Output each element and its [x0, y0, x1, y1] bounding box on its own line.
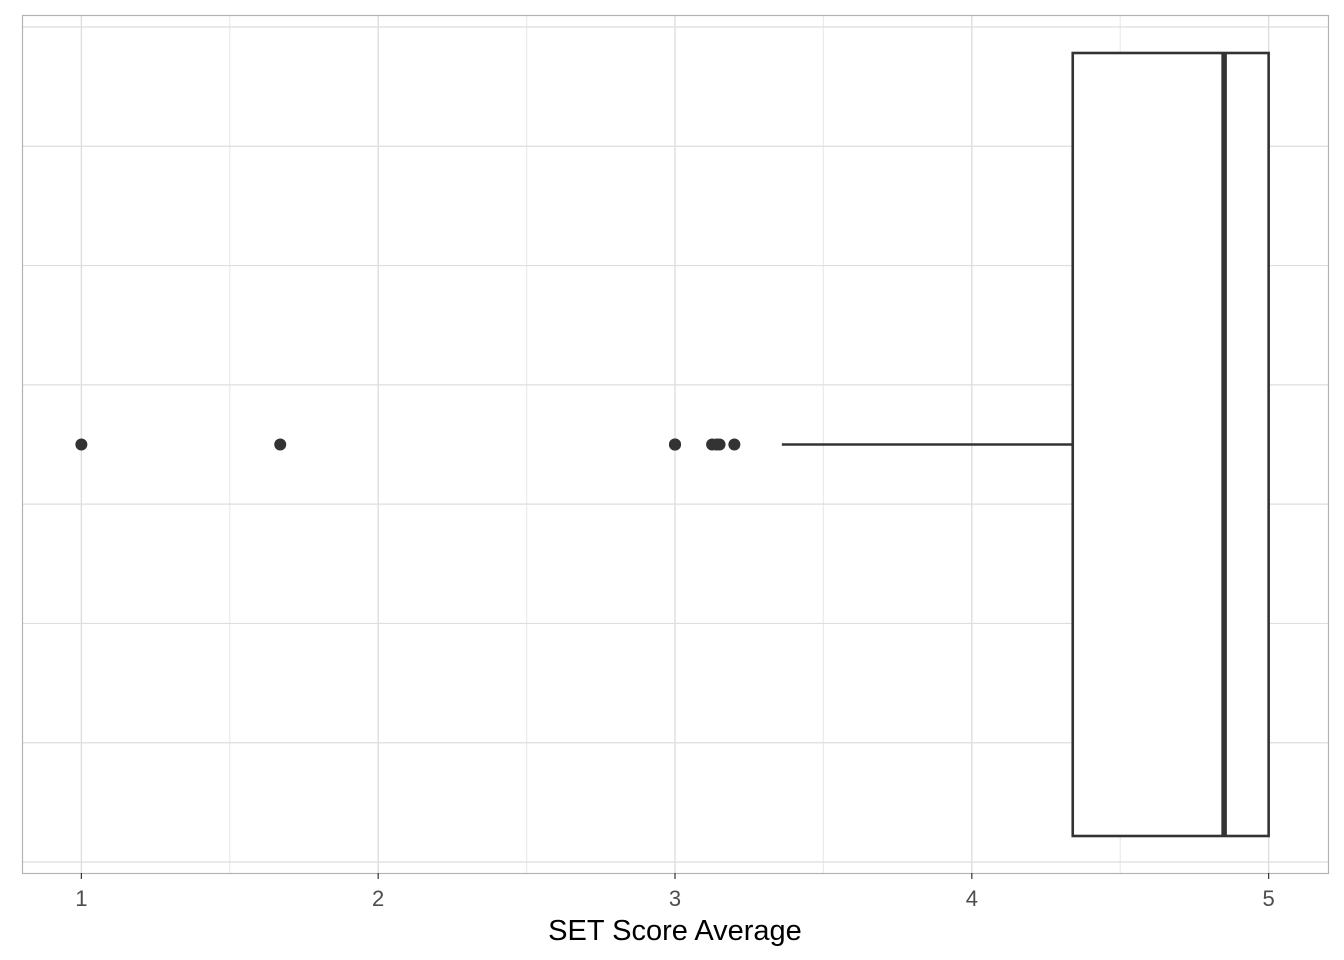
- outlier-point: [274, 438, 287, 451]
- outlier-points: [75, 438, 741, 451]
- x-tick-label: 5: [1263, 886, 1275, 911]
- x-tick-label: 2: [372, 886, 384, 911]
- x-axis-title: SET Score Average: [548, 915, 802, 947]
- x-tick-label: 1: [75, 886, 87, 911]
- box-group: [781, 51, 1270, 838]
- outlier-point: [669, 438, 681, 451]
- outlier-point: [713, 438, 726, 451]
- x-tick-label: 4: [966, 886, 978, 911]
- x-tick-label: 3: [669, 886, 681, 911]
- interquartile-box: [1071, 51, 1270, 838]
- outlier-point: [728, 438, 741, 451]
- outlier-point: [75, 438, 88, 451]
- x-axis-ticks: 1 2 3 4 5: [75, 873, 1275, 911]
